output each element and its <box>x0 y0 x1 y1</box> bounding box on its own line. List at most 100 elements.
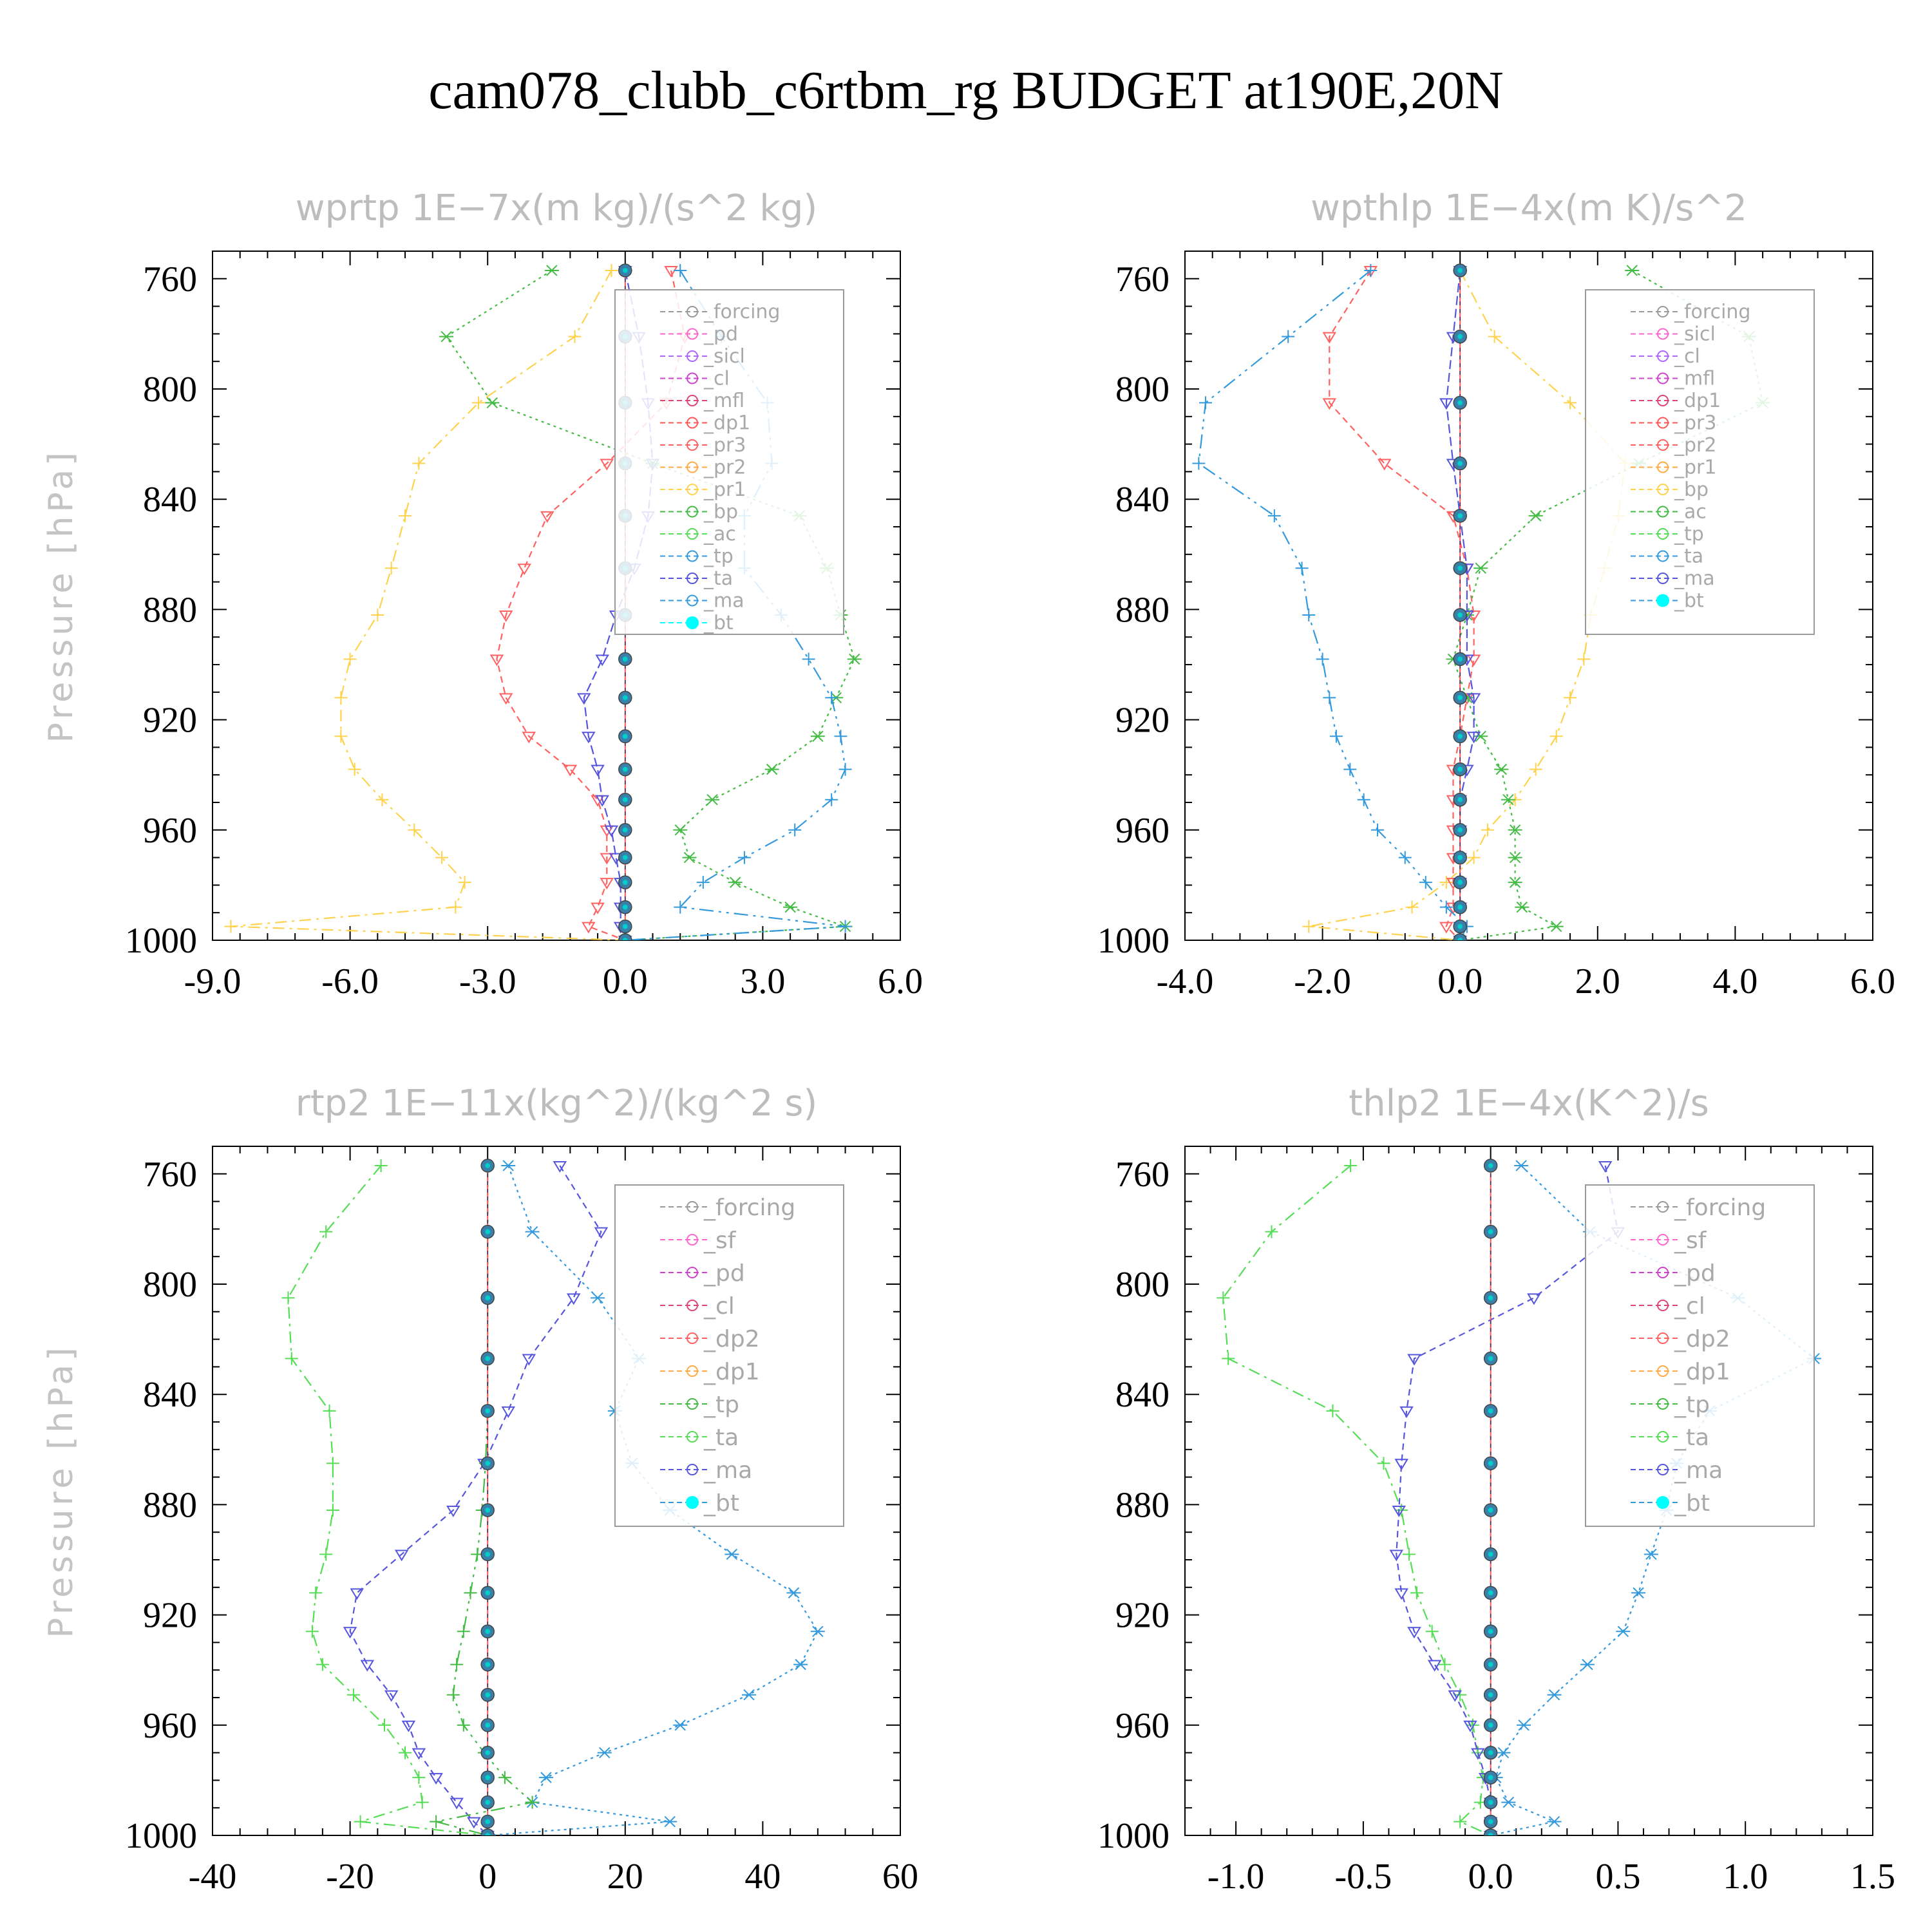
data-point <box>399 1746 412 1759</box>
data-point-core <box>485 1722 491 1728</box>
legend-label: _sicl <box>1674 323 1716 346</box>
legend-marker <box>1657 1332 1669 1344</box>
legend-marker <box>687 528 698 540</box>
y-tick-label: 960 <box>143 811 197 851</box>
y-tick-label: 1000 <box>1097 1816 1170 1856</box>
data-point-core <box>1457 460 1463 466</box>
data-point <box>1222 1352 1235 1365</box>
y-tick-label: 1000 <box>125 921 197 961</box>
data-point-core <box>622 766 628 772</box>
data-point-core <box>1488 1507 1493 1513</box>
data-point <box>810 730 825 742</box>
data-point-core <box>1488 1229 1493 1235</box>
data-point <box>1295 562 1309 575</box>
legend-label: _tp <box>703 1392 739 1418</box>
legend-label: _dp1 <box>1674 390 1721 412</box>
x-tick-label: 20 <box>607 1857 643 1897</box>
data-point <box>1577 652 1591 666</box>
data-point <box>522 732 536 744</box>
legend-marker <box>687 1464 698 1475</box>
series-line <box>496 270 686 940</box>
data-point <box>374 1159 388 1172</box>
data-point <box>1616 1625 1631 1637</box>
data-point <box>618 933 632 940</box>
data-point <box>485 397 500 409</box>
series-line <box>287 1165 488 1835</box>
data-point <box>1598 1160 1613 1173</box>
legend-label: _sicl <box>703 345 745 368</box>
data-point <box>1494 763 1509 775</box>
data-point <box>343 652 357 666</box>
data-point <box>399 509 412 522</box>
data-point <box>1481 823 1494 837</box>
data-point-core <box>485 1833 491 1835</box>
data-point-core <box>1457 267 1463 273</box>
legend-label: _ma <box>1674 567 1715 590</box>
data-point <box>435 851 448 864</box>
y-tick-label: 760 <box>143 260 197 299</box>
data-point <box>401 1720 416 1732</box>
y-tick-label: 840 <box>143 1375 197 1415</box>
data-point <box>1549 730 1563 743</box>
legend-label: _ac <box>703 523 736 545</box>
y-tick-label: 760 <box>1115 1155 1170 1195</box>
data-point <box>450 1797 464 1810</box>
data-point <box>591 1292 605 1304</box>
legend: _forcing_pd_sicl_cl_mfl_dp1_pr3_pr2_pr1_… <box>614 289 844 635</box>
plot-frame <box>212 1146 901 1836</box>
legend-marker <box>1657 1201 1669 1213</box>
data-point-core <box>622 797 628 802</box>
data-point-core <box>1457 827 1463 833</box>
data-point <box>764 763 779 775</box>
legend-marker <box>1657 484 1669 495</box>
data-point <box>1316 652 1329 666</box>
data-point <box>1488 330 1501 343</box>
data-point <box>360 1660 375 1672</box>
y-tick-label: 760 <box>1115 260 1170 299</box>
data-point <box>1483 1828 1498 1835</box>
data-point <box>1454 1815 1467 1828</box>
data-point <box>1527 1293 1541 1305</box>
legend-label: _dp2 <box>1674 1326 1730 1352</box>
series-line <box>1308 270 1626 940</box>
data-point <box>394 1549 409 1562</box>
series-line <box>1198 270 1468 940</box>
data-point <box>429 1773 443 1785</box>
data-point <box>1515 901 1530 913</box>
data-point <box>526 1795 539 1809</box>
data-point <box>323 1404 336 1417</box>
data-point-core <box>622 695 628 701</box>
data-point-core <box>1488 1162 1493 1168</box>
legend-label: _pr3 <box>1674 412 1716 435</box>
legend-label: _pr1 <box>703 478 746 501</box>
x-tick-label: 60 <box>882 1857 918 1897</box>
x-tick-label: -1.0 <box>1208 1857 1265 1897</box>
legend-marker <box>1656 1496 1669 1509</box>
legend-label: _ta <box>703 1425 739 1451</box>
legend-marker <box>1657 417 1669 429</box>
data-point <box>568 330 582 343</box>
x-tick-label: 0.5 <box>1595 1857 1640 1897</box>
legend-label: _mfl <box>703 390 744 412</box>
legend-marker <box>1657 1431 1669 1443</box>
data-point <box>1580 1658 1595 1671</box>
data-point-core <box>622 267 628 273</box>
data-point-core <box>1457 904 1463 910</box>
y-tick-label: 840 <box>1115 1375 1170 1415</box>
data-point <box>1394 1459 1408 1471</box>
y-tick-label: 880 <box>1115 1485 1170 1525</box>
plot-frame <box>212 251 901 941</box>
legend-marker <box>1657 372 1669 384</box>
legend-marker <box>687 417 698 429</box>
data-point <box>457 1718 470 1732</box>
x-tick-label: 0.0 <box>1468 1857 1513 1897</box>
legend-label: _forcing <box>703 1195 795 1221</box>
data-point <box>350 1588 365 1600</box>
legend-marker <box>686 1496 699 1509</box>
x-tick-label: -0.5 <box>1335 1857 1392 1897</box>
x-tick-label: 4.0 <box>1712 961 1757 1001</box>
data-point-core <box>1457 734 1463 739</box>
data-point <box>1466 610 1481 622</box>
data-point-core <box>485 1662 491 1667</box>
data-point-core <box>485 1692 491 1698</box>
